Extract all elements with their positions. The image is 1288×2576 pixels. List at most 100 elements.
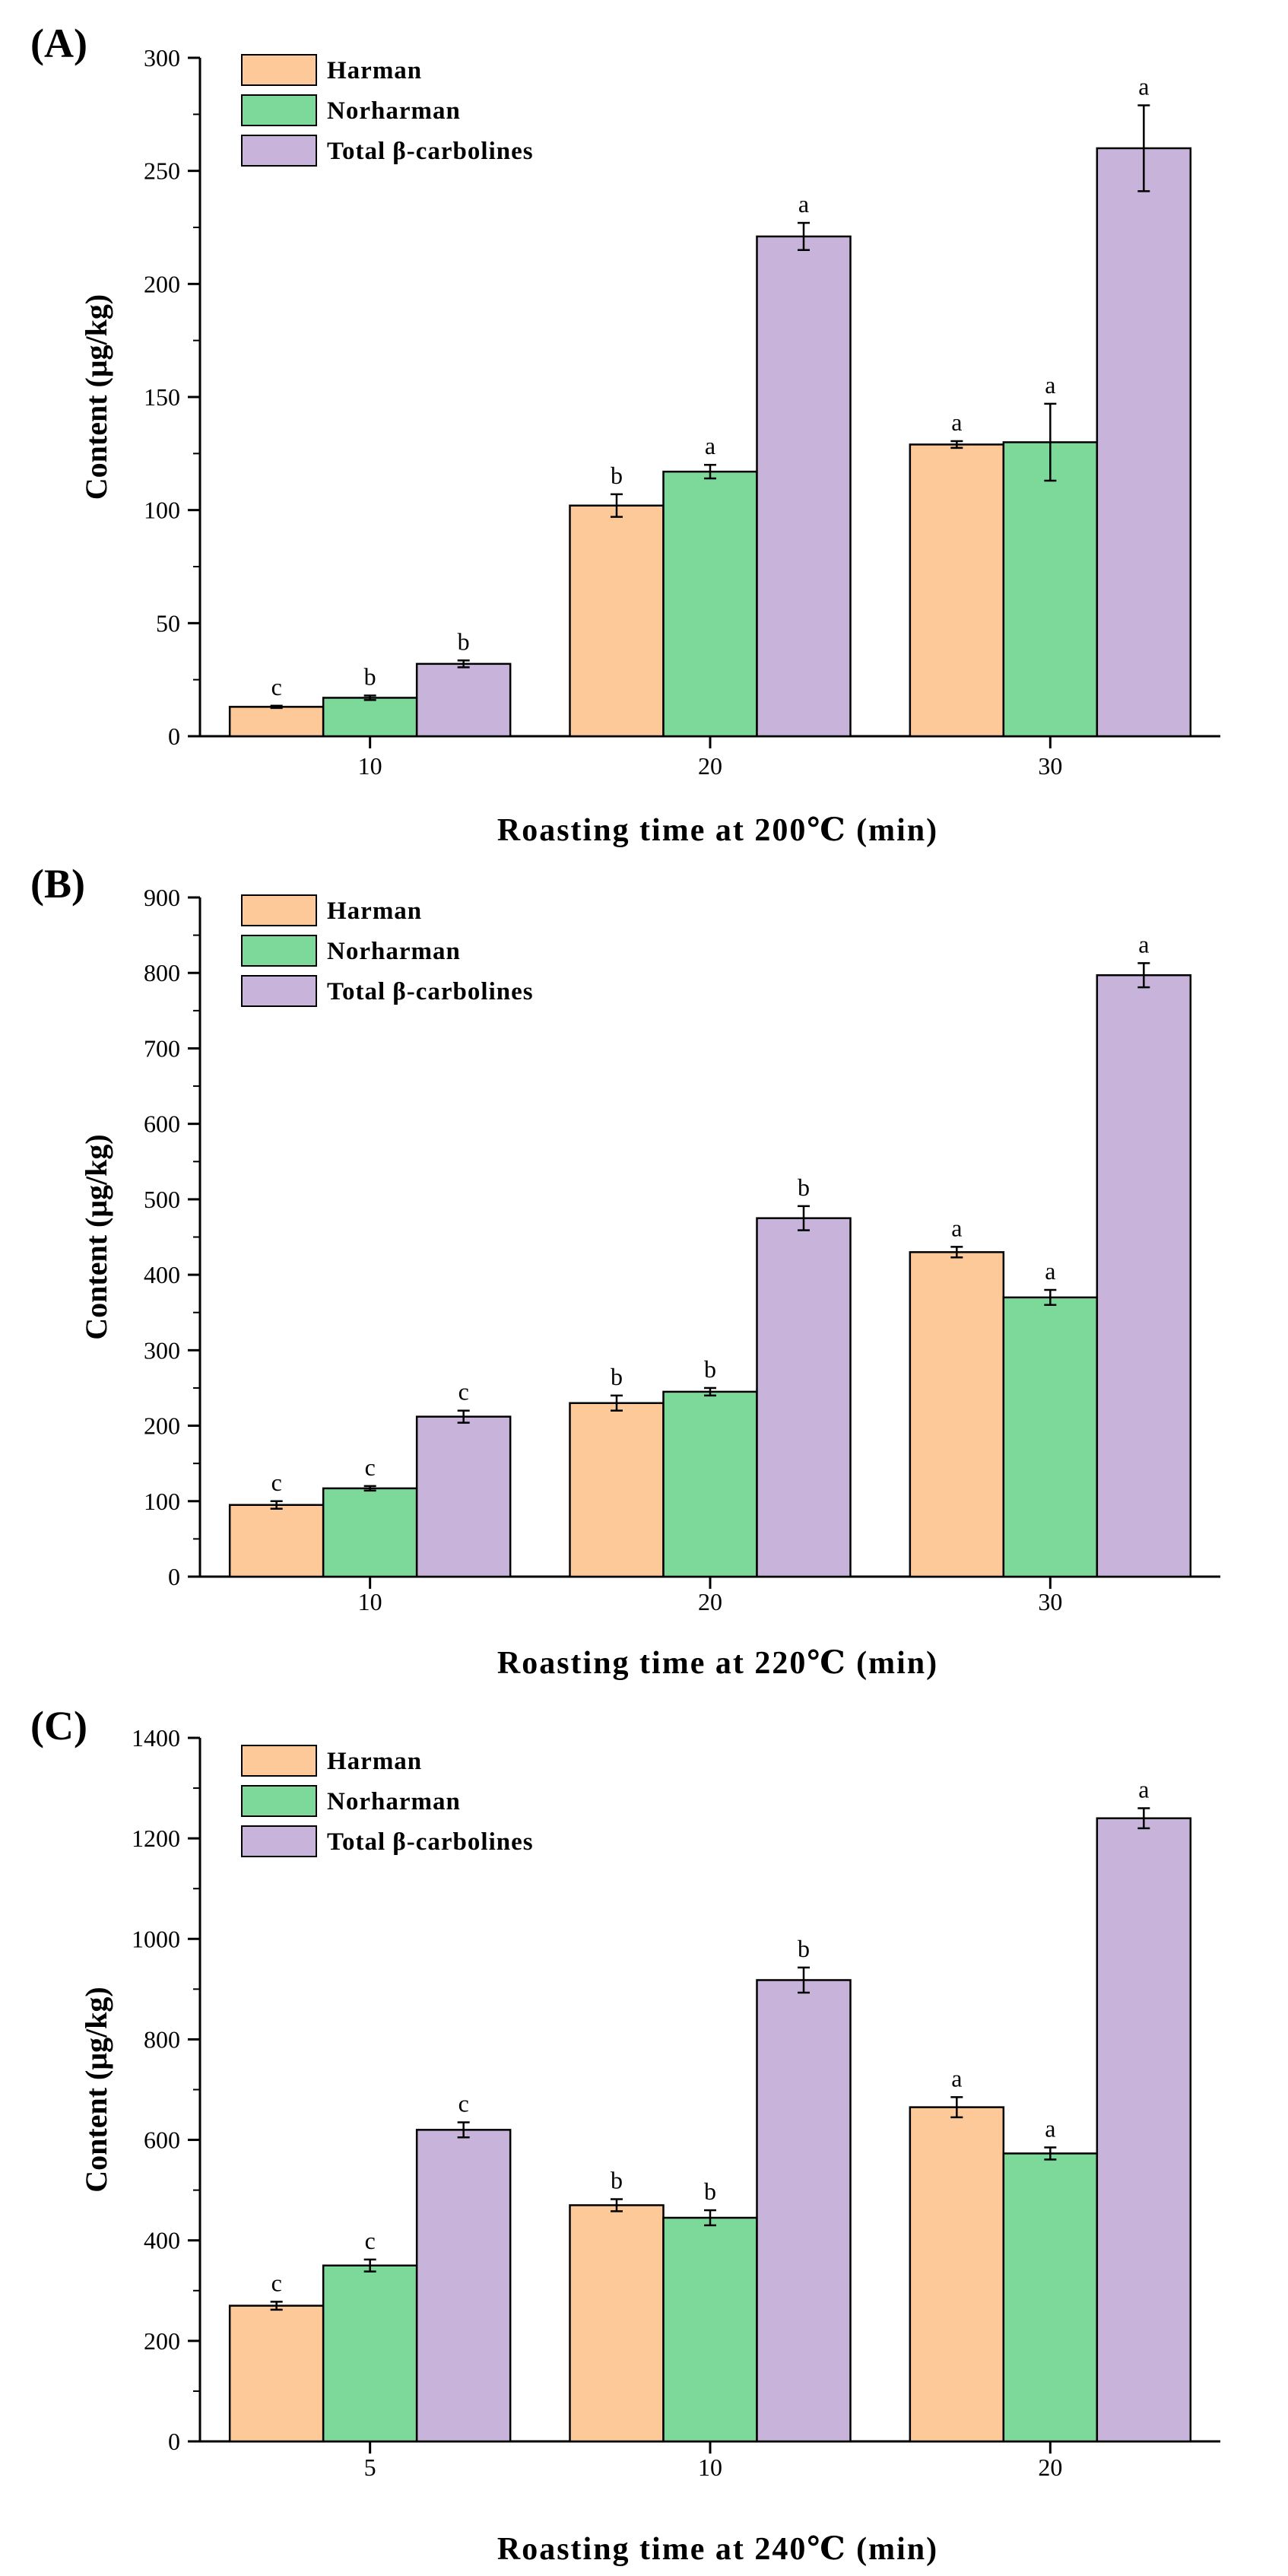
- y-tick-label: 150: [144, 383, 180, 411]
- y-tick-label: 900: [144, 884, 180, 911]
- chart-panel-3: (C) 0 200 400 600 800 1000 1200 1400 Content (μg/…: [30, 1703, 1220, 2567]
- significance-letter: a: [1138, 930, 1149, 958]
- significance-letter: b: [611, 462, 623, 489]
- bar-norharman: [662, 2216, 758, 2443]
- x-tick-label: 20: [698, 752, 722, 780]
- x-tick-label: 30: [1038, 1588, 1062, 1615]
- significance-letter: a: [798, 190, 809, 218]
- legend-swatch-total: [241, 975, 317, 1007]
- y-tick-label: 1000: [132, 1925, 180, 1952]
- bar-total: [1096, 1817, 1192, 2443]
- significance-letter: a: [1045, 1257, 1055, 1285]
- bar-total: [756, 235, 852, 738]
- y-tick-label: 700: [144, 1034, 180, 1062]
- x-tick-label: 30: [1038, 752, 1062, 780]
- y-tick-label: 500: [144, 1186, 180, 1213]
- y-axis-label: Content (μg/kg): [79, 1987, 113, 2192]
- y-tick-label: 1200: [132, 1825, 180, 1852]
- bar-norharman: [1002, 1296, 1099, 1578]
- panel-label: (B): [30, 861, 85, 907]
- bar-total: [415, 1415, 512, 1578]
- y-tick-label: 0: [168, 2428, 180, 2455]
- significance-letter: a: [951, 1214, 962, 1241]
- significance-letter: a: [705, 432, 715, 459]
- bar-total: [415, 662, 512, 738]
- significance-letter: c: [365, 1453, 376, 1481]
- bar-total: [1096, 147, 1192, 738]
- panel-label: (A): [30, 21, 87, 66]
- significance-letter: a: [951, 408, 962, 436]
- significance-letter: b: [364, 662, 376, 690]
- significance-letter: c: [365, 2227, 376, 2254]
- bar-harman: [569, 1402, 665, 1578]
- significance-letter: a: [1138, 1776, 1149, 1803]
- bar-harman: [909, 2106, 1005, 2443]
- bar-norharman: [322, 1487, 418, 1578]
- y-tick-label: 1400: [132, 1724, 180, 1752]
- significance-letter: c: [271, 1469, 282, 1496]
- x-tick-label: 20: [1038, 2454, 1062, 2481]
- significance-letter: a: [951, 2064, 962, 2092]
- x-tick-label: 10: [698, 2454, 722, 2481]
- bar-total: [415, 2129, 512, 2443]
- y-tick-label: 800: [144, 959, 180, 986]
- y-tick-label: 100: [144, 1488, 180, 1515]
- y-tick-label: 0: [168, 723, 180, 750]
- bar-norharman: [1002, 441, 1099, 738]
- significance-letter: b: [611, 2167, 623, 2194]
- legend-swatch-norharman: [241, 1785, 317, 1817]
- legend-swatch-harman: [241, 54, 317, 86]
- bar-norharman: [322, 2264, 418, 2443]
- significance-letter: b: [458, 627, 470, 655]
- y-tick-label: 400: [144, 2227, 180, 2254]
- significance-letter: c: [458, 2089, 469, 2117]
- y-tick-label: 600: [144, 2127, 180, 2154]
- y-tick-label: 300: [144, 44, 180, 71]
- legend-label: Total β-carbolines: [327, 978, 534, 1005]
- significance-letter: c: [271, 2269, 282, 2296]
- bar-total: [1096, 974, 1192, 1578]
- significance-letter: b: [704, 1355, 716, 1383]
- bar-harman: [569, 2204, 665, 2443]
- legend-label: Norharman: [327, 938, 461, 965]
- y-tick-label: 800: [144, 2025, 180, 2053]
- bar-harman: [909, 1251, 1005, 1578]
- bar-harman: [569, 504, 665, 738]
- bar-harman: [228, 2304, 325, 2443]
- y-tick-label: 600: [144, 1110, 180, 1138]
- bar-norharman: [662, 470, 758, 738]
- legend-swatch-total: [241, 1825, 317, 1857]
- x-tick-label: 5: [364, 2454, 376, 2481]
- bar-total: [756, 1979, 852, 2443]
- legend-swatch-harman: [241, 1745, 317, 1777]
- legend-label: Harman: [327, 57, 422, 84]
- y-tick-label: 200: [144, 1412, 180, 1440]
- x-tick-label: 10: [358, 752, 382, 780]
- legend-swatch-norharman: [241, 94, 317, 126]
- y-tick-label: 50: [156, 609, 180, 637]
- significance-letter: c: [458, 1378, 469, 1406]
- significance-letter: c: [271, 673, 282, 700]
- bar-norharman: [322, 697, 418, 738]
- y-axis-label: Content (μg/kg): [79, 1134, 113, 1339]
- legend-label: Harman: [327, 897, 422, 925]
- significance-letter: a: [1138, 72, 1149, 100]
- x-tick-label: 10: [358, 1588, 382, 1615]
- legend-swatch-harman: [241, 894, 317, 926]
- y-tick-label: 100: [144, 497, 180, 524]
- significance-letter: a: [1045, 2114, 1055, 2142]
- y-tick-label: 300: [144, 1336, 180, 1364]
- x-axis-label: Roasting time at 240℃ (min): [497, 2532, 938, 2567]
- x-axis-label: Roasting time at 200℃ (min): [497, 813, 938, 848]
- bar-norharman: [662, 1390, 758, 1578]
- legend-label: Norharman: [327, 1788, 461, 1815]
- legend-label: Total β-carbolines: [327, 138, 534, 165]
- bar-harman: [228, 706, 325, 738]
- legend-swatch-norharman: [241, 935, 317, 967]
- legend-swatch-total: [241, 135, 317, 167]
- significance-letter: a: [1045, 371, 1055, 399]
- x-axis-label: Roasting time at 220℃ (min): [497, 1646, 938, 1681]
- significance-letter: b: [704, 2177, 716, 2205]
- significance-letter: b: [798, 1174, 810, 1201]
